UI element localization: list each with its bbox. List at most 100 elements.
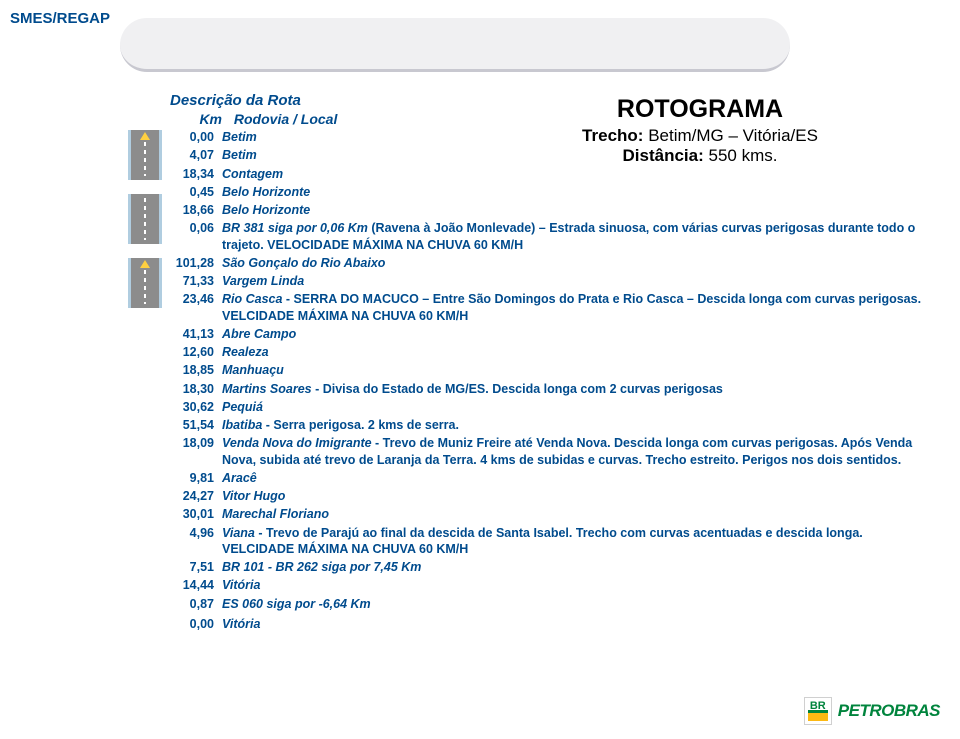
route-row: 4,07Betim [170, 147, 930, 163]
route-row: 71,33Vargem Linda [170, 273, 930, 289]
col-loc: Rodovia / Local [234, 111, 337, 127]
location-name: Vitor Hugo [222, 489, 285, 503]
location-name: Ibatiba [222, 418, 262, 432]
location-name: Manhuaçu [222, 363, 284, 377]
location-name: Vitória [222, 617, 260, 631]
location-cell: BR 381 siga por 0,06 Km (Ravena à João M… [222, 220, 930, 253]
location-cell: Realeza [222, 344, 930, 360]
location-name: Rio Casca [222, 292, 282, 306]
km-cell: 18,30 [170, 381, 222, 397]
location-name: Belo Horizonte [222, 185, 310, 199]
location-cell: Betim [222, 147, 930, 163]
km-cell: 24,27 [170, 488, 222, 504]
route-row: 9,81Aracê [170, 470, 930, 486]
route-row: 30,62Pequiá [170, 399, 930, 415]
location-cell: Venda Nova do Imigrante - Trevo de Muniz… [222, 435, 930, 468]
location-name: Contagem [222, 167, 283, 181]
route-rows: 0,00Betim4,07Betim18,34Contagem0,45Belo … [170, 129, 930, 632]
location-cell: Contagem [222, 166, 930, 182]
location-name: Betim [222, 130, 257, 144]
route-row: 0,00Betim [170, 129, 930, 145]
route-row: 14,44Vitória [170, 577, 930, 593]
section-title: Descrição da Rota [170, 92, 930, 109]
location-name: Viana [222, 526, 255, 540]
location-cell: Aracê [222, 470, 930, 486]
location-name: Aracê [222, 471, 257, 485]
route-row: 18,85Manhuaçu [170, 362, 930, 378]
route-row: 7,51BR 101 - BR 262 siga por 7,45 Km [170, 559, 930, 575]
km-cell: 0,06 [170, 220, 222, 236]
route-row: 101,28São Gonçalo do Rio Abaixo [170, 255, 930, 271]
location-name: Abre Campo [222, 327, 296, 341]
location-cell: Vitória [222, 616, 930, 632]
km-cell: 0,00 [170, 129, 222, 145]
location-extra: - Divisa do Estado de MG/ES. Descida lon… [312, 382, 723, 396]
header-bar [120, 18, 790, 72]
route-row: 0,87ES 060 siga por -6,64 Km [170, 596, 930, 612]
location-extra: - Serra perigosa. 2 kms de serra. [262, 418, 459, 432]
km-cell: 18,66 [170, 202, 222, 218]
location-cell: Abre Campo [222, 326, 930, 342]
location-cell: Belo Horizonte [222, 184, 930, 200]
km-cell: 18,85 [170, 362, 222, 378]
location-cell: ES 060 siga por -6,64 Km [222, 596, 930, 612]
km-cell: 30,01 [170, 506, 222, 522]
km-cell: 18,09 [170, 435, 222, 451]
location-cell: Vitor Hugo [222, 488, 930, 504]
km-cell: 4,96 [170, 525, 222, 541]
km-cell: 51,54 [170, 417, 222, 433]
km-cell: 18,34 [170, 166, 222, 182]
location-cell: Belo Horizonte [222, 202, 930, 218]
km-cell: 9,81 [170, 470, 222, 486]
km-cell: 71,33 [170, 273, 222, 289]
location-name: Betim [222, 148, 257, 162]
route-row: 0,45Belo Horizonte [170, 184, 930, 200]
route-row: 41,13Abre Campo [170, 326, 930, 342]
km-cell: 30,62 [170, 399, 222, 415]
route-row: 18,09Venda Nova do Imigrante - Trevo de … [170, 435, 930, 468]
location-cell: Vitória [222, 577, 930, 593]
route-content: Descrição da Rota Km Rodovia / Local 0,0… [170, 92, 930, 634]
location-cell: Pequiá [222, 399, 930, 415]
location-name: BR 101 - BR 262 siga por 7,45 Km [222, 560, 421, 574]
location-name: Venda Nova do Imigrante [222, 436, 372, 450]
location-cell: Vargem Linda [222, 273, 930, 289]
col-km: Km [170, 111, 222, 127]
km-cell: 7,51 [170, 559, 222, 575]
location-name: Martins Soares [222, 382, 312, 396]
location-extra: - Trevo de Parajú ao final da descida de… [222, 526, 863, 556]
location-name: Realeza [222, 345, 269, 359]
location-name: Belo Horizonte [222, 203, 310, 217]
petrobras-text: PETROBRAS [838, 701, 940, 721]
km-cell: 12,60 [170, 344, 222, 360]
route-row: 24,27Vitor Hugo [170, 488, 930, 504]
road-icon [128, 258, 162, 308]
location-name: Marechal Floriano [222, 507, 329, 521]
location-name: Pequiá [222, 400, 263, 414]
location-cell: Marechal Floriano [222, 506, 930, 522]
route-row: 18,66Belo Horizonte [170, 202, 930, 218]
location-cell: Manhuaçu [222, 362, 930, 378]
location-cell: Betim [222, 129, 930, 145]
route-row: 51,54Ibatiba - Serra perigosa. 2 kms de … [170, 417, 930, 433]
header-label: SMES/REGAP [10, 10, 110, 27]
route-row: 30,01Marechal Floriano [170, 506, 930, 522]
location-name: Vargem Linda [222, 274, 304, 288]
location-name: ES 060 siga por -6,64 Km [222, 597, 371, 611]
location-name: Vitória [222, 578, 260, 592]
route-row: 4,96Viana - Trevo de Parajú ao final da … [170, 525, 930, 558]
road-icon-column [128, 130, 164, 322]
route-row: 0,00Vitória [170, 616, 930, 632]
location-name: São Gonçalo do Rio Abaixo [222, 256, 385, 270]
location-cell: Viana - Trevo de Parajú ao final da desc… [222, 525, 930, 558]
road-icon [128, 194, 162, 244]
route-row: 12,60Realeza [170, 344, 930, 360]
location-extra: - SERRA DO MACUCO – Entre São Domingos d… [222, 292, 921, 322]
location-cell: São Gonçalo do Rio Abaixo [222, 255, 930, 271]
column-headers: Km Rodovia / Local [170, 111, 930, 127]
route-row: 18,34Contagem [170, 166, 930, 182]
route-row: 18,30Martins Soares - Divisa do Estado d… [170, 381, 930, 397]
route-row: 23,46Rio Casca - SERRA DO MACUCO – Entre… [170, 291, 930, 324]
km-cell: 0,87 [170, 596, 222, 612]
route-row: 0,06BR 381 siga por 0,06 Km (Ravena à Jo… [170, 220, 930, 253]
